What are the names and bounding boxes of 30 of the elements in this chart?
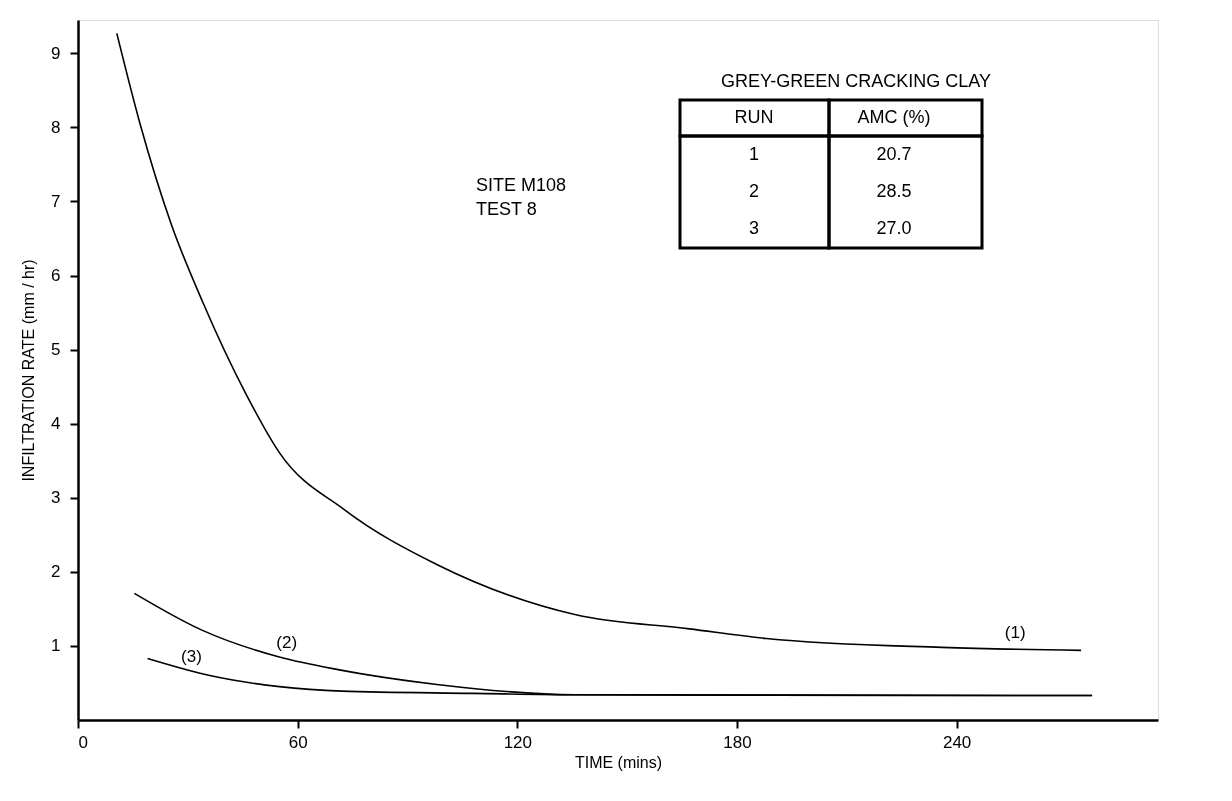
x-axis-title: TIME (mins) — [574, 753, 663, 771]
y-tick-label: 8 — [51, 117, 61, 137]
annotation: 27.0 — [876, 218, 912, 238]
y-tick-label: 9 — [51, 43, 61, 63]
y-tick-label: 2 — [51, 562, 61, 582]
annotation: (3) — [181, 647, 202, 667]
x-tick-label: 180 — [723, 732, 752, 752]
annotation: (2) — [276, 633, 298, 653]
annotation: 3 — [748, 218, 760, 238]
annotation: 2 — [748, 181, 760, 201]
annotation: 1 — [748, 144, 760, 164]
y-tick-label: 6 — [51, 266, 61, 286]
x-tick-label: 240 — [942, 732, 972, 752]
annotation: RUN — [734, 107, 774, 127]
y-axis-title: INFILTRATION RATE (mm / hr) — [20, 259, 38, 482]
x-tick-label: 0 — [78, 732, 88, 752]
annotation: AMC (%) — [857, 107, 931, 127]
annotation: 20.7 — [876, 144, 912, 164]
x-tick-label: 120 — [503, 732, 533, 752]
annotation: SITE M108 — [476, 175, 567, 195]
y-tick-label: 1 — [51, 636, 61, 656]
y-tick-label: 5 — [51, 340, 61, 360]
y-tick-label: 3 — [51, 488, 61, 508]
annotation: 28.5 — [876, 181, 912, 201]
annotation: GREY-GREEN CRACKING CLAY — [720, 71, 992, 91]
y-tick-label: 7 — [51, 191, 61, 211]
annotation: TEST 8 — [476, 199, 537, 219]
annotation: (1) — [1004, 623, 1026, 643]
y-tick-label: 4 — [51, 414, 61, 434]
x-tick-label: 60 — [288, 732, 308, 752]
